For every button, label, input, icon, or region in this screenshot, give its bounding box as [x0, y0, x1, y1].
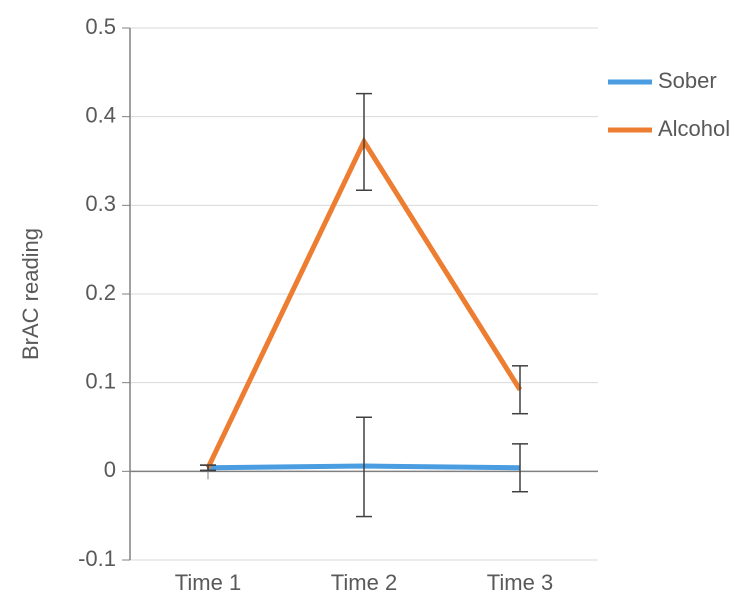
error-bar — [356, 94, 372, 191]
x-tick-label: Time 3 — [487, 570, 553, 595]
y-tick-label: 0 — [104, 457, 116, 482]
brac-line-chart: -0.1 0 0.1 0.2 0.3 0.4 0.5 Time 1 Time 2 Time 3 Br… — [0, 0, 748, 616]
legend-item-sober: Sober — [608, 68, 717, 93]
y-tick-label: 0.2 — [85, 280, 116, 305]
x-tick-label: Time 2 — [331, 570, 397, 595]
y-tick-label: 0.3 — [85, 191, 116, 216]
y-tick-label: 0.5 — [85, 14, 116, 39]
legend-label: Alcohol — [658, 116, 730, 141]
y-tick-label: -0.1 — [78, 546, 116, 571]
chart-container: -0.1 0 0.1 0.2 0.3 0.4 0.5 Time 1 Time 2 Time 3 Br… — [0, 0, 748, 616]
legend-item-alcohol: Alcohol — [608, 116, 730, 141]
legend-label: Sober — [658, 68, 717, 93]
y-axis-title: BrAC reading — [18, 228, 43, 360]
error-bar — [512, 366, 528, 414]
y-tick-label: 0.4 — [85, 102, 116, 127]
x-tick-label: Time 1 — [175, 570, 241, 595]
y-tick-label: 0.1 — [85, 368, 116, 393]
